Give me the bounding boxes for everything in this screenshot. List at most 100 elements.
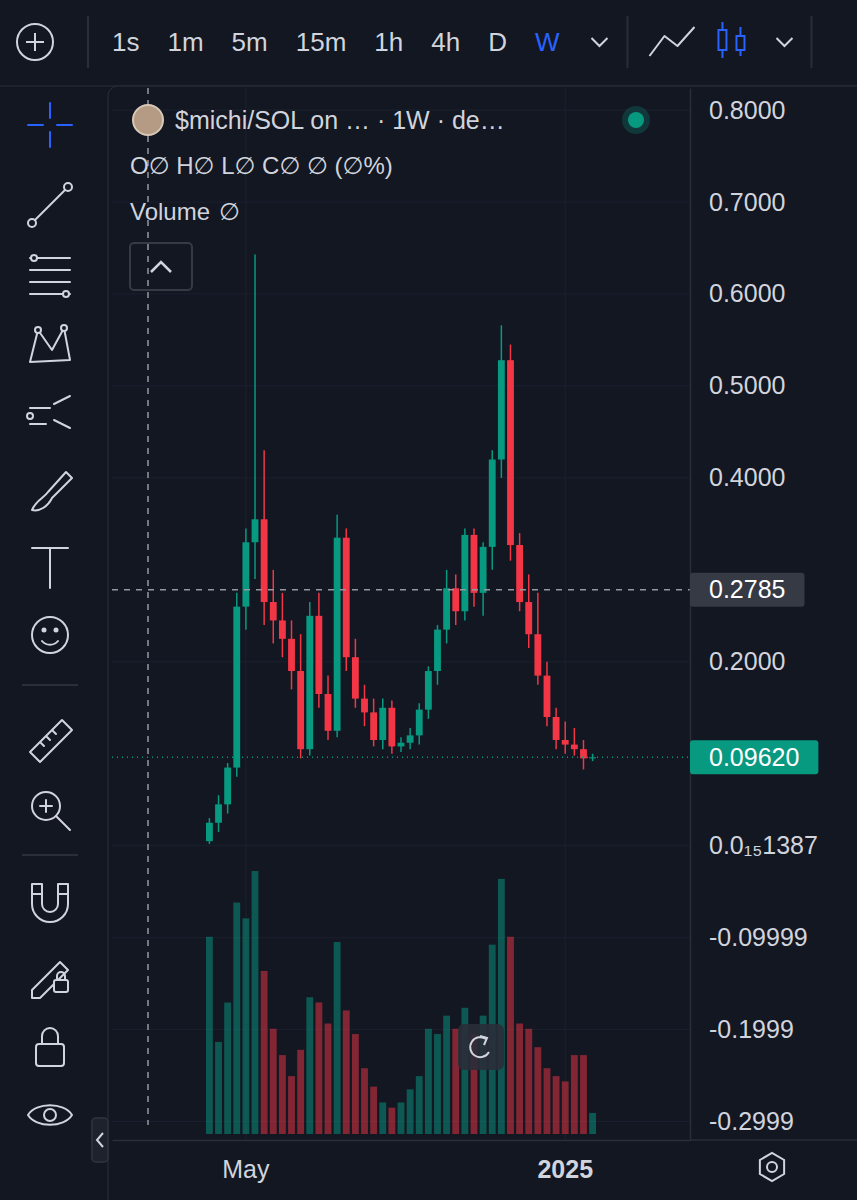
- crosshair-tool[interactable]: [28, 103, 72, 147]
- candle: [388, 700, 395, 753]
- icon-part: [27, 413, 33, 419]
- magnet-tool[interactable]: [32, 884, 68, 922]
- icon-part: [458, 1024, 504, 1070]
- icon-part: [32, 617, 68, 653]
- add-button[interactable]: [17, 24, 53, 60]
- icon-part: [40, 800, 70, 830]
- volume-bar: [407, 1089, 414, 1134]
- candle: [279, 593, 286, 657]
- zoom-tool[interactable]: [32, 792, 70, 830]
- line-chart-button[interactable]: [649, 27, 694, 56]
- candle-wick: [564, 722, 566, 754]
- interval-button[interactable]: D: [488, 27, 507, 57]
- candle-body: [525, 602, 532, 634]
- candle-body: [498, 360, 505, 459]
- lock-drawing-tool[interactable]: [32, 962, 68, 998]
- icon-part: [130, 243, 192, 290]
- toolbar-separator: [87, 16, 89, 68]
- icon-tool[interactable]: [32, 617, 68, 653]
- candle: [434, 625, 441, 685]
- candle-body: [471, 535, 478, 593]
- last-price-label-text: 0.09620: [709, 743, 799, 771]
- icon-part: [54, 980, 68, 992]
- candle-body: [452, 588, 459, 611]
- interval-button[interactable]: 15m: [296, 27, 347, 57]
- chart-pane: [108, 86, 857, 1200]
- interval-button[interactable]: 1m: [167, 27, 203, 57]
- candle: [480, 542, 487, 616]
- collapse-handle[interactable]: [92, 1118, 108, 1162]
- volume-bar: [334, 942, 341, 1134]
- candle: [525, 574, 532, 648]
- candle-body: [443, 588, 450, 629]
- icon-part: [42, 641, 58, 645]
- x-tick-label: May: [222, 1155, 270, 1183]
- hide-tool[interactable]: [28, 1105, 72, 1125]
- candle-body: [553, 717, 560, 740]
- icon-part: [767, 1162, 777, 1172]
- y-tick-label: -0.1999: [709, 1015, 794, 1043]
- settings-button[interactable]: [760, 1153, 784, 1181]
- text-tool[interactable]: [32, 548, 68, 588]
- candle-body: [306, 616, 313, 749]
- interval-button[interactable]: 1s: [112, 27, 139, 57]
- candle-chart-button[interactable]: [718, 22, 744, 58]
- crosshair-label-text: 0.2785: [709, 575, 785, 603]
- interval-button[interactable]: 1h: [374, 27, 403, 57]
- y-tick-label: 0.6000: [709, 279, 785, 307]
- icon-part: [591, 38, 607, 46]
- icon-part: [44, 1109, 56, 1121]
- interval-button[interactable]: 4h: [431, 27, 460, 57]
- interval-button[interactable]: 5m: [232, 27, 268, 57]
- candle-body: [562, 740, 569, 745]
- volume-bar: [325, 1024, 332, 1134]
- icon-part: [30, 720, 72, 762]
- volume-bar: [297, 1050, 304, 1134]
- candle-body: [270, 602, 277, 620]
- icon-part: [63, 291, 69, 297]
- icon-part: [722, 22, 740, 58]
- candle-wick: [574, 728, 576, 756]
- candle: [261, 450, 268, 625]
- interval-button[interactable]: W: [535, 27, 560, 57]
- reset-button[interactable]: [458, 1024, 504, 1070]
- volume-bar: [233, 903, 240, 1134]
- candle-body: [233, 607, 240, 768]
- candle-body: [580, 749, 587, 758]
- candle: [489, 450, 496, 570]
- axes: 0.80000.70000.60000.50000.40000.20000.0₁…: [113, 89, 857, 1183]
- status-halo: [622, 106, 650, 134]
- crosshair-label: 0.2785: [690, 573, 804, 607]
- candle: [452, 574, 459, 625]
- volume-bar: [361, 1068, 368, 1134]
- candle-body: [361, 699, 368, 713]
- volume-bar: [544, 1068, 551, 1134]
- interval-dropdown[interactable]: [591, 38, 607, 46]
- icon-part: [28, 1105, 72, 1125]
- toolbar-separator: [810, 16, 812, 68]
- ohlc-readout: O∅ H∅ L∅ C∅ ∅ (∅%): [130, 152, 393, 179]
- icon-part: [28, 219, 36, 227]
- icon-part: [26, 33, 44, 51]
- pattern-tool[interactable]: [30, 325, 70, 362]
- y-axis: 0.80000.70000.60000.50000.40000.20000.0₁…: [690, 89, 818, 1141]
- candle: [379, 699, 386, 750]
- brush-tool[interactable]: [32, 472, 72, 510]
- lock-tool[interactable]: [36, 1028, 64, 1066]
- ruler-tool[interactable]: [30, 720, 72, 762]
- prediction-tool[interactable]: [27, 396, 70, 428]
- candle: [553, 708, 560, 749]
- candle-body: [334, 538, 341, 731]
- candle-body: [480, 547, 487, 593]
- fib-tool[interactable]: [30, 255, 70, 297]
- volume-bar: [434, 1034, 441, 1134]
- volume-bar: [416, 1076, 423, 1134]
- last-price-label: 0.09620: [690, 740, 818, 774]
- candle-body: [434, 630, 441, 671]
- candle: [215, 795, 222, 832]
- chart-type-dropdown[interactable]: [776, 38, 792, 46]
- candle: [443, 570, 450, 644]
- collapse-legend-button[interactable]: [130, 243, 192, 290]
- trend-line-tool[interactable]: [28, 183, 72, 227]
- volume-value: ∅: [219, 198, 240, 225]
